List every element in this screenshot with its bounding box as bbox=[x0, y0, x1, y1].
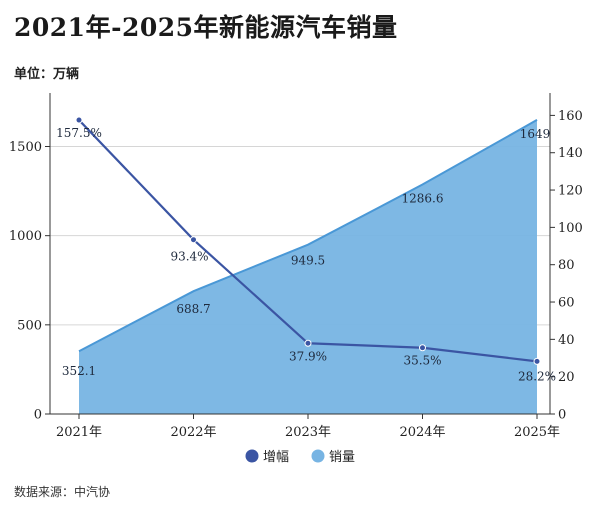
legend-label: 增幅 bbox=[263, 450, 289, 465]
sales-data-label: 1649 bbox=[520, 127, 551, 141]
x-tick-label: 2022年 bbox=[170, 425, 216, 440]
growth-data-label: 28.2% bbox=[518, 369, 556, 383]
growth-data-label: 157.5% bbox=[56, 126, 102, 140]
data-source: 数据来源：中汽协 bbox=[14, 485, 111, 499]
area-sales-edge bbox=[78, 119, 538, 353]
y-right-tick-label: 120 bbox=[558, 184, 583, 199]
growth-point bbox=[75, 116, 83, 124]
sales-data-label: 1286.6 bbox=[402, 192, 444, 206]
y-left-tick-label: 1500 bbox=[9, 140, 42, 155]
y-right-tick-label: 80 bbox=[558, 258, 575, 273]
x-tick-label: 2021年 bbox=[56, 425, 102, 440]
sales-data-label: 352.1 bbox=[62, 364, 96, 378]
sales-data-label: 949.5 bbox=[291, 254, 325, 268]
y-right-tick-label: 60 bbox=[558, 296, 575, 311]
growth-point bbox=[190, 236, 197, 244]
unit-label: 单位：万辆 bbox=[14, 67, 80, 82]
y-right-tick-label: 40 bbox=[558, 333, 575, 348]
y-left-tick-label: 1000 bbox=[9, 229, 42, 244]
y-right-tick-label: 160 bbox=[558, 109, 583, 124]
y-right-tick-label: 20 bbox=[558, 370, 575, 385]
growth-point bbox=[419, 344, 426, 352]
y-right-tick-label: 140 bbox=[558, 146, 583, 161]
y-right-tick-label: 100 bbox=[558, 221, 583, 236]
growth-data-label: 35.5% bbox=[403, 354, 441, 368]
sales-data-label: 688.7 bbox=[176, 302, 210, 316]
legend-marker bbox=[245, 449, 259, 463]
x-tick-label: 2024年 bbox=[399, 425, 445, 440]
area-sales bbox=[79, 119, 537, 414]
x-tick-label: 2025年 bbox=[514, 425, 560, 440]
y-left-tick-label: 0 bbox=[34, 408, 42, 423]
y-left-tick-label: 500 bbox=[17, 318, 42, 333]
growth-data-label: 37.9% bbox=[289, 349, 327, 363]
growth-point bbox=[304, 339, 312, 347]
legend-label: 销量 bbox=[329, 450, 355, 465]
chart-title: 2021年-2025年新能源汽车销量 bbox=[14, 13, 398, 42]
x-tick-label: 2023年 bbox=[285, 425, 331, 440]
legend-marker bbox=[311, 449, 325, 463]
y-right-tick-label: 0 bbox=[558, 408, 566, 423]
growth-data-label: 93.4% bbox=[170, 250, 208, 264]
growth-point bbox=[533, 357, 541, 365]
